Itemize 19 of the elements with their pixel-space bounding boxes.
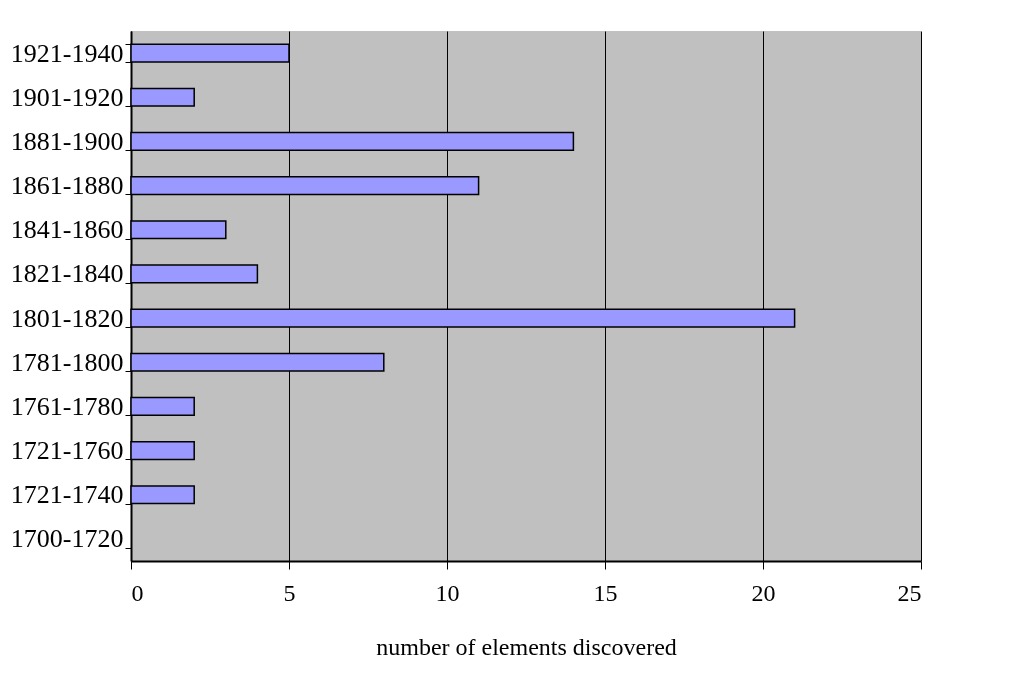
- y-tick-label: 1721-1760: [10, 436, 124, 466]
- y-tick-label: 1901-1920: [10, 82, 124, 112]
- x-tick-label: 15: [593, 579, 618, 606]
- x-tick-label: 10: [435, 579, 460, 606]
- y-tick-label: 1921-1940: [10, 38, 124, 68]
- x-tick-label: 25: [897, 579, 922, 606]
- y-tick-label: 1761-1780: [10, 391, 124, 421]
- y-tick-label: 1881-1900: [10, 126, 124, 156]
- y-tick-label: 1861-1880: [10, 171, 124, 201]
- x-tick-label: 5: [283, 579, 296, 606]
- y-tick-label: 1781-1800: [10, 347, 124, 377]
- x-tick-label: 20: [751, 579, 776, 606]
- y-tick-label: 1821-1840: [10, 259, 124, 289]
- y-tick-label: 1721-1740: [10, 480, 124, 510]
- x-axis-title: number of elements discovered: [376, 633, 677, 660]
- y-tick-label: 1841-1860: [10, 215, 124, 245]
- y-tick-label: 1801-1820: [10, 303, 124, 333]
- y-tick-label: 1700-1720: [10, 524, 124, 554]
- x-tick-label: 0: [131, 579, 144, 606]
